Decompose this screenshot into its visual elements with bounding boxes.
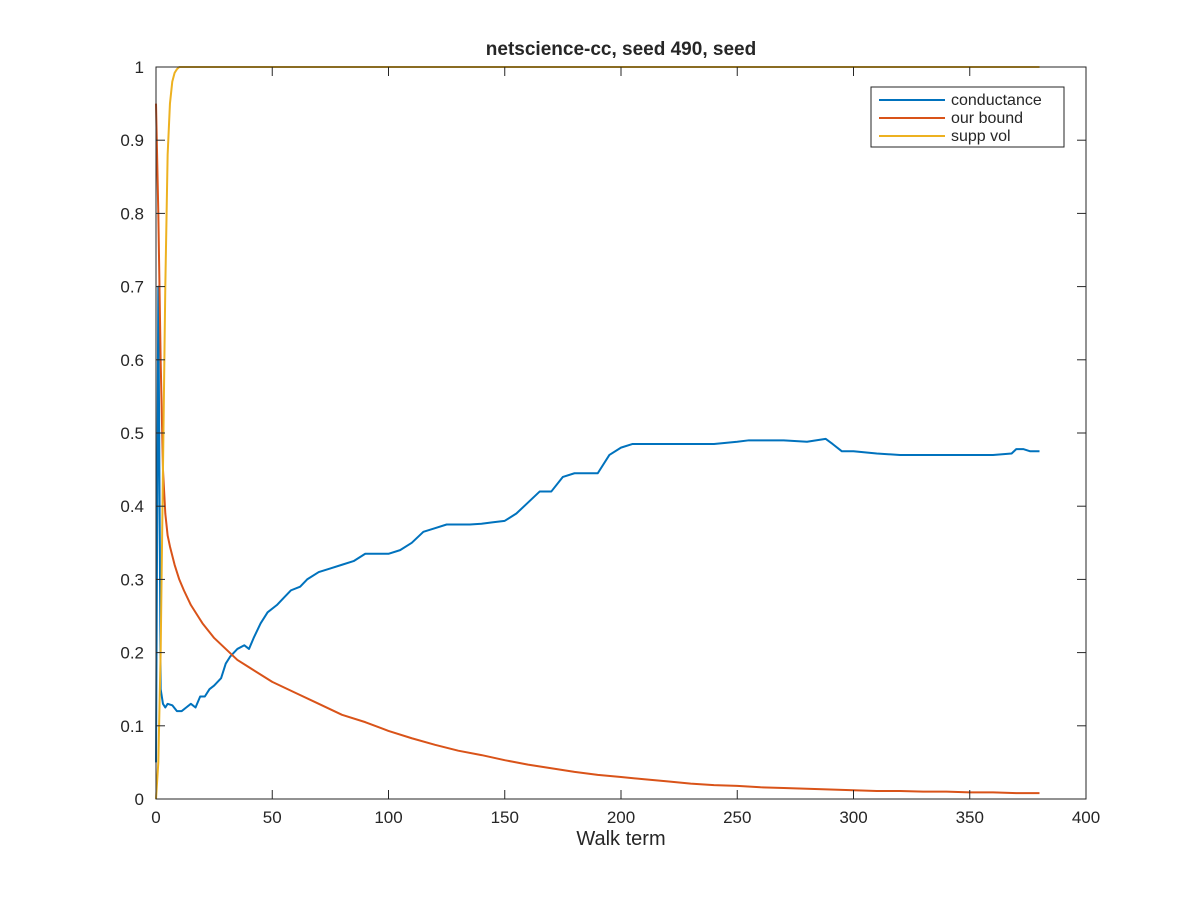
x-tick-label: 300: [839, 808, 867, 827]
y-tick-label: 0.8: [120, 204, 144, 223]
x-tick-label: 200: [607, 808, 635, 827]
y-tick-label: 0.2: [120, 644, 144, 663]
series-line-our-bound: [155, 103, 1040, 795]
x-tick-label: 100: [374, 808, 402, 827]
legend-label-conductance: conductance: [951, 92, 1042, 109]
y-tick-label: 0.3: [120, 570, 144, 589]
y-tick-label: 0.4: [120, 497, 144, 516]
y-tick-label: 0.5: [120, 424, 144, 443]
x-tick-label: 250: [723, 808, 751, 827]
x-tick-label: 350: [956, 808, 984, 827]
y-tick-label: 0.9: [120, 131, 144, 150]
x-tick-label: 0: [151, 808, 160, 827]
x-tick-label: 150: [491, 808, 519, 827]
y-tick-label: 0: [135, 790, 144, 809]
plot-area: [156, 67, 1086, 799]
legend-label-our-bound: our bound: [951, 110, 1023, 127]
chart-title: netscience-cc, seed 490, seed: [486, 39, 756, 60]
y-tick-label: 0.6: [120, 351, 144, 370]
x-axis-label: Walk term: [576, 828, 665, 850]
legend-label-supp-vol: supp vol: [951, 128, 1011, 145]
y-tick-label: 0.1: [120, 717, 144, 736]
series-line-conductance: [155, 285, 1040, 763]
y-tick-label: 1: [135, 58, 144, 77]
x-tick-label: 400: [1072, 808, 1100, 827]
y-tick-label: 0.7: [120, 278, 144, 297]
ticks-layer: 0 50 100 150 200 250 300 350 400 0 0.1 0.2 0.3 0.4 0.5…: [120, 58, 1100, 827]
x-tick-label: 50: [263, 808, 282, 827]
